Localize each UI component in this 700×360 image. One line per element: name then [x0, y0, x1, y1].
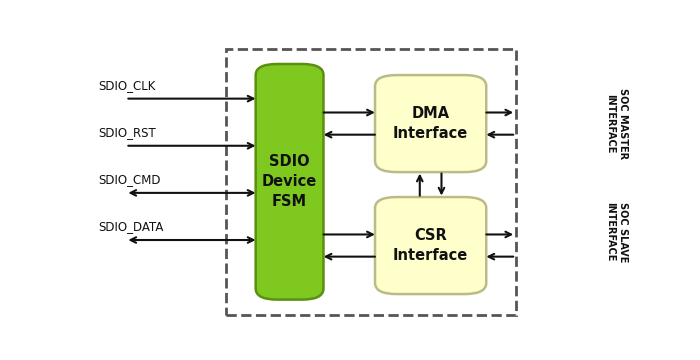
Text: DMA
Interface: DMA Interface — [393, 106, 468, 141]
FancyBboxPatch shape — [256, 64, 323, 300]
Text: SDIO_CLK: SDIO_CLK — [98, 79, 155, 92]
FancyBboxPatch shape — [375, 75, 486, 172]
Text: SDIO_RST: SDIO_RST — [98, 126, 156, 139]
Bar — [226, 49, 516, 315]
Text: SDIO_CMD: SDIO_CMD — [98, 173, 161, 186]
Text: SDIO_DATA: SDIO_DATA — [98, 220, 164, 233]
Text: CSR
Interface: CSR Interface — [393, 228, 468, 263]
Text: SOC MASTER
INTERFACE: SOC MASTER INTERFACE — [606, 88, 628, 159]
Text: SDIO
Device
FSM: SDIO Device FSM — [262, 154, 317, 209]
FancyBboxPatch shape — [375, 197, 486, 294]
Text: SOC SLAVE
INTERFACE: SOC SLAVE INTERFACE — [606, 202, 628, 262]
